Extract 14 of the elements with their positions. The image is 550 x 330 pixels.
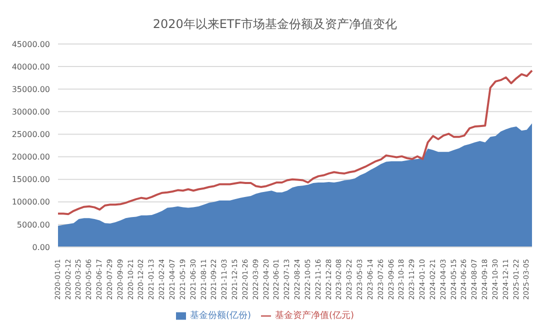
y-tick-label: 30000.00: [12, 108, 50, 117]
y-tick-label: 5000.00: [16, 220, 50, 230]
chart-title: 2020年以来ETF市场基金份额及资产净值变化: [152, 16, 398, 33]
y-tick-label: 10000.00: [12, 198, 50, 207]
y-tick-label: 15000.00: [12, 175, 50, 184]
y-tick-label: 20000.00: [12, 152, 50, 162]
y-tick-label: 45000.00: [12, 40, 50, 49]
legend-label: 基金资产净值(亿元): [275, 311, 354, 321]
line-series: [57, 70, 533, 216]
y-tick-label: 25000.00: [12, 130, 50, 140]
y-tick-label: 35000.00: [12, 84, 50, 94]
legend-label: 基金份额(亿份): [190, 311, 251, 321]
y-tick-label: 40000.00: [12, 62, 50, 72]
y-tick-label: 0.00: [32, 242, 50, 252]
